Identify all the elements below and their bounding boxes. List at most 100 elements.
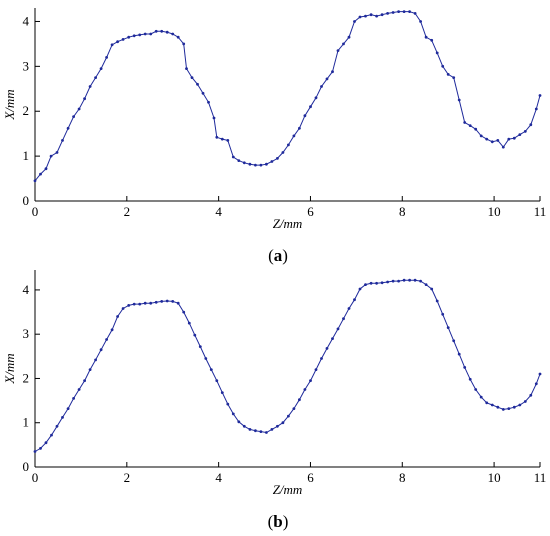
data-point-b xyxy=(292,407,296,410)
data-point-b xyxy=(105,338,108,341)
data-point-a xyxy=(292,134,296,138)
data-point-a xyxy=(265,162,268,166)
data-point-b xyxy=(314,368,318,371)
caption-a: (a) xyxy=(268,246,288,265)
data-point-b xyxy=(320,357,323,360)
data-point-b xyxy=(358,287,362,291)
data-point-a xyxy=(237,159,241,163)
series-line-b xyxy=(34,279,541,452)
data-point-b xyxy=(534,382,538,386)
data-point-b xyxy=(39,447,42,450)
data-point-b xyxy=(287,414,290,418)
x-tick-label-a: 8 xyxy=(399,204,406,219)
data-point-a xyxy=(314,96,318,100)
data-point-a xyxy=(190,76,194,79)
data-point-a xyxy=(529,123,533,127)
data-point-a xyxy=(430,38,434,42)
x-tick-label-a: 2 xyxy=(124,204,131,219)
data-point-a xyxy=(375,14,378,18)
data-point-b xyxy=(110,328,114,332)
data-point-a xyxy=(298,126,301,130)
data-point-a xyxy=(380,13,384,17)
data-point-b xyxy=(441,312,445,316)
data-point-a xyxy=(39,172,42,176)
data-point-a xyxy=(490,140,494,144)
data-point-a xyxy=(325,77,329,81)
data-point-a xyxy=(303,114,307,118)
data-point-a xyxy=(226,139,230,142)
y-axis-title-a: X/mm xyxy=(2,89,17,120)
data-point-a xyxy=(501,145,505,149)
data-point-b xyxy=(380,281,384,285)
data-point-b xyxy=(231,412,235,416)
x-tick-label-b: 6 xyxy=(307,470,314,485)
y-tick-label-a: 2 xyxy=(23,103,30,118)
data-point-a xyxy=(94,76,97,79)
data-point-b xyxy=(138,302,142,306)
data-point-b xyxy=(149,301,153,305)
data-point-a xyxy=(207,100,210,104)
data-point-a xyxy=(171,32,175,36)
data-point-a xyxy=(369,13,373,17)
data-point-a xyxy=(99,67,103,70)
y-tick-label-b: 1 xyxy=(23,415,30,430)
data-point-b xyxy=(171,300,175,303)
y-tick-label-a: 0 xyxy=(23,193,30,208)
data-point-a xyxy=(77,107,81,111)
data-point-b xyxy=(193,333,197,337)
data-point-b xyxy=(66,407,70,410)
y-tick-label-a: 3 xyxy=(23,58,30,73)
data-point-b xyxy=(254,429,257,433)
x-tick-label-b: 11 xyxy=(534,470,547,485)
y-axis-title-b: X/mm xyxy=(2,353,17,384)
data-point-b xyxy=(209,368,213,371)
x-tick-label-b: 10 xyxy=(488,470,501,485)
data-point-a xyxy=(276,157,279,160)
data-point-a xyxy=(474,127,478,131)
caption-a-letter: a xyxy=(274,246,283,265)
data-point-a xyxy=(176,35,180,39)
data-point-a xyxy=(538,94,542,97)
data-point-b xyxy=(281,421,285,425)
x-tick-label-a: 10 xyxy=(488,204,501,219)
data-point-b xyxy=(83,379,86,383)
data-point-b xyxy=(457,352,461,356)
data-point-b xyxy=(33,450,37,453)
data-point-b xyxy=(303,388,307,391)
data-point-b xyxy=(538,372,542,376)
data-point-a xyxy=(320,85,323,88)
y-tick-label-b: 0 xyxy=(23,459,30,474)
x-tick-label-a: 11 xyxy=(534,204,547,219)
data-point-a xyxy=(358,15,362,19)
x-tick-label-b: 2 xyxy=(124,470,131,485)
data-point-a xyxy=(138,33,142,37)
data-point-a xyxy=(127,35,131,39)
data-point-a xyxy=(231,155,235,159)
data-point-a xyxy=(121,38,125,41)
data-point-b xyxy=(99,348,103,352)
data-point-b xyxy=(507,407,511,410)
data-point-a xyxy=(386,12,389,15)
y-tick-label-a: 1 xyxy=(23,148,30,163)
data-point-a xyxy=(44,167,48,171)
data-point-a xyxy=(534,107,538,111)
data-point-b xyxy=(413,278,417,282)
data-point-b xyxy=(61,416,64,419)
data-point-a xyxy=(413,12,417,15)
data-point-a xyxy=(270,160,274,163)
data-point-b xyxy=(342,317,345,321)
data-point-b xyxy=(490,403,494,407)
data-point-a xyxy=(397,10,400,14)
data-point-b xyxy=(242,424,246,428)
data-point-a xyxy=(254,163,257,167)
data-point-b xyxy=(391,279,395,283)
x-tick-label-b: 8 xyxy=(399,470,406,485)
data-point-a xyxy=(353,20,356,23)
data-point-a xyxy=(419,20,422,23)
data-point-a xyxy=(165,30,169,34)
data-point-b xyxy=(364,283,367,286)
data-point-b xyxy=(127,304,131,307)
data-point-a xyxy=(83,97,86,101)
data-point-a xyxy=(182,42,186,46)
data-point-a xyxy=(347,35,351,39)
